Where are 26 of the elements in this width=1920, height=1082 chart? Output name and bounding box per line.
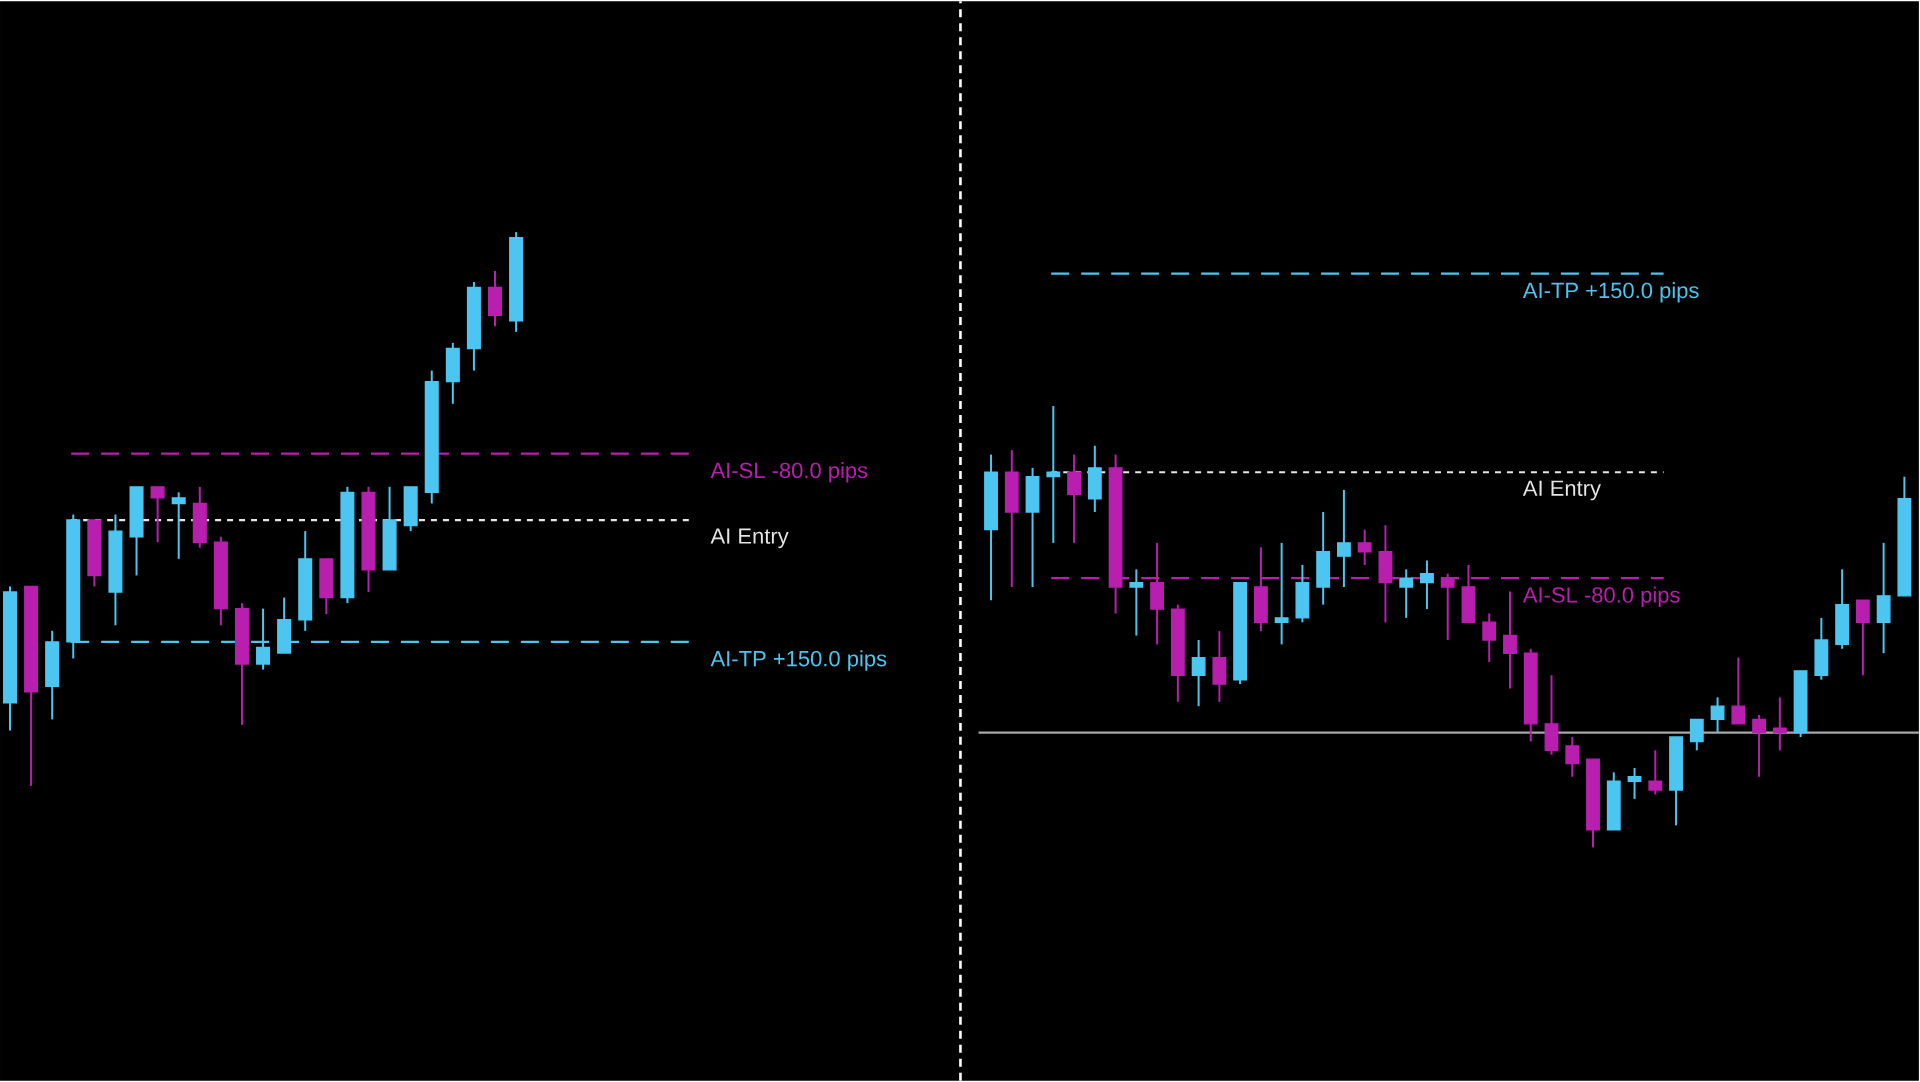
candlestick [1482, 612, 1497, 664]
ref-line-label: AI-SL -80.0 pips [710, 462, 868, 483]
candlestick [171, 491, 186, 560]
candlestick [1067, 453, 1081, 544]
candlestick [1129, 568, 1144, 637]
candlestick [1648, 749, 1663, 796]
candlestick [1752, 714, 1767, 778]
candlestick [1191, 638, 1206, 708]
candlestick [150, 485, 165, 544]
candlestick [1337, 488, 1351, 589]
candlestick [1420, 559, 1434, 611]
ref-line-label: AI-TP +150.0 pips [710, 650, 887, 671]
candlestick [1274, 541, 1289, 646]
candlestick [1399, 568, 1414, 619]
ref-line-label: AI Entry [710, 528, 789, 549]
candlestick [1565, 736, 1580, 778]
candlestick [1689, 718, 1704, 752]
candlestick [1627, 766, 1642, 800]
candlestick [1731, 656, 1746, 725]
ref-line-label: AI-TP +150.0 pips [1522, 282, 1699, 303]
ref-line-label: AI-SL -80.0 pips [1522, 586, 1680, 608]
candlestick [1357, 528, 1372, 566]
candlestick [1855, 599, 1870, 677]
candlestick [1710, 696, 1725, 734]
ref-line-label: AI Entry [1522, 480, 1601, 501]
candlestick [1503, 590, 1517, 690]
